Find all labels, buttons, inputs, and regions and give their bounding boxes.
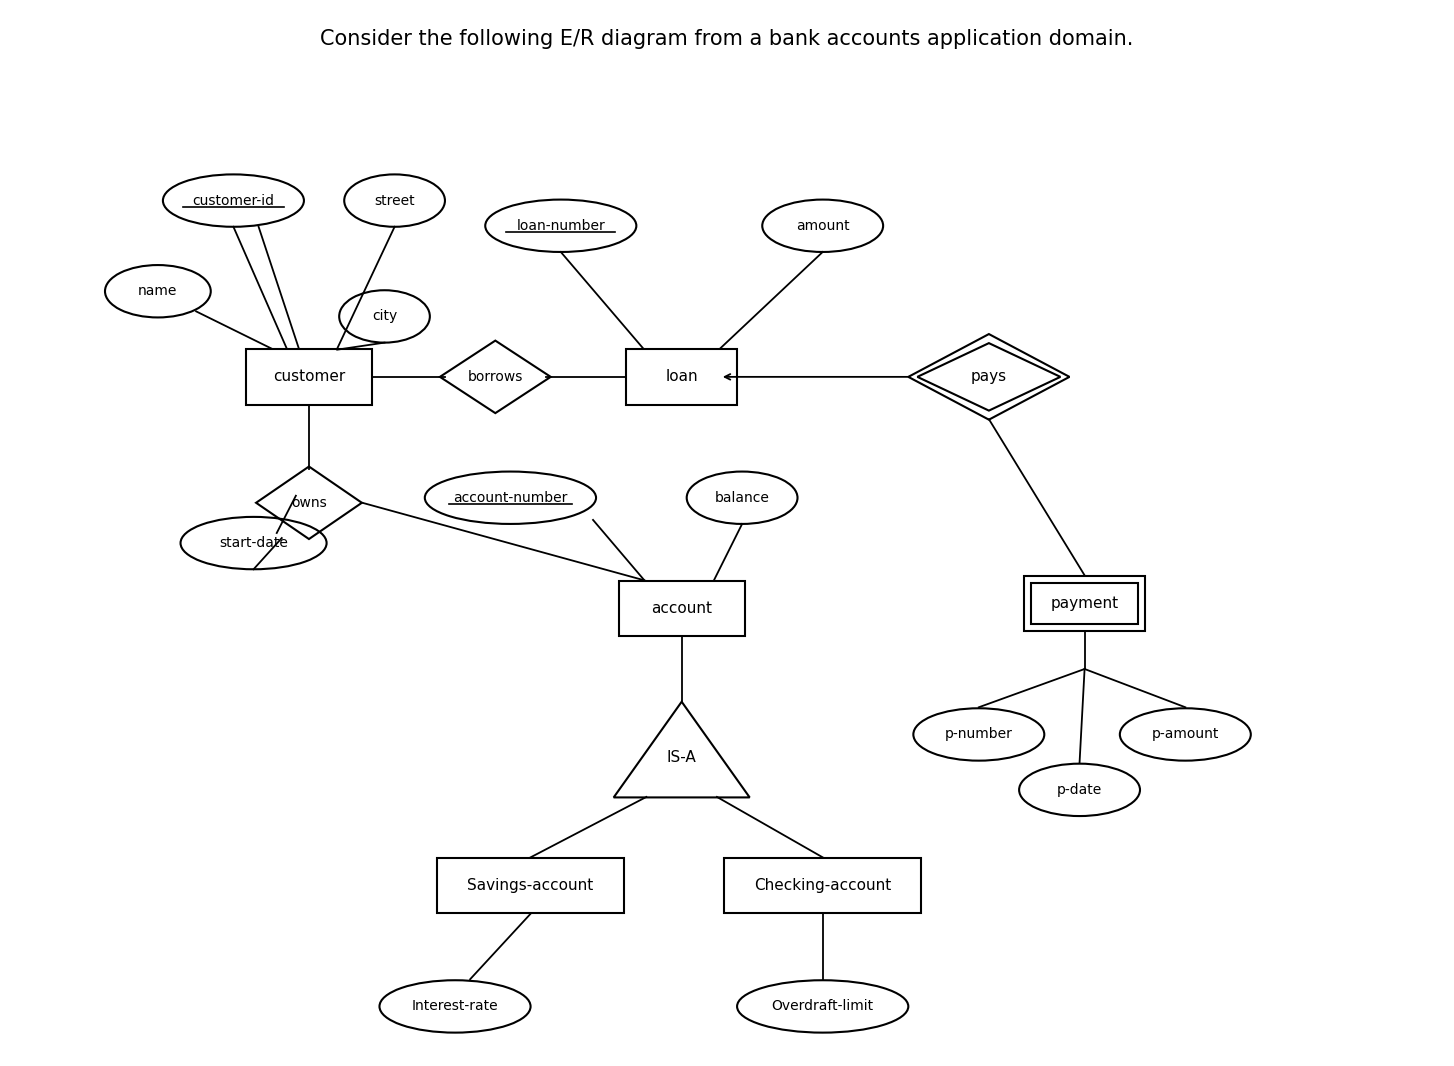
Text: Overdraft-limit: Overdraft-limit [772,1000,874,1014]
Text: start-date: start-date [220,536,288,550]
Bar [627,350,737,405]
Text: customer: customer [273,369,345,385]
Text: amount: amount [795,219,849,232]
Text: p-date: p-date [1057,782,1102,797]
Text: p-amount: p-amount [1152,727,1218,742]
Text: Consider the following E/R diagram from a bank accounts application domain.: Consider the following E/R diagram from … [320,30,1134,49]
Text: Checking-account: Checking-account [755,878,891,893]
Text: borrows: borrows [468,370,523,384]
Bar [724,858,920,914]
Text: Savings-account: Savings-account [467,878,593,893]
Bar [438,858,624,914]
Text: name: name [138,285,177,298]
Text: account: account [651,601,712,616]
Text: account-number: account-number [454,490,567,504]
Bar [246,350,372,405]
Text: customer-id: customer-id [192,194,275,208]
Bar [619,581,744,636]
Text: loan-number: loan-number [516,219,605,232]
Text: balance: balance [715,490,769,504]
Text: city: city [372,309,397,323]
Text: street: street [374,194,414,208]
Text: IS-A: IS-A [667,749,696,764]
Bar [1031,583,1138,625]
Text: owns: owns [291,496,327,510]
Text: Interest-rate: Interest-rate [411,1000,499,1014]
Text: p-number: p-number [945,727,1013,742]
Text: loan: loan [666,369,698,385]
Bar [1024,576,1146,631]
Text: payment: payment [1051,596,1118,611]
Text: pays: pays [971,369,1008,385]
